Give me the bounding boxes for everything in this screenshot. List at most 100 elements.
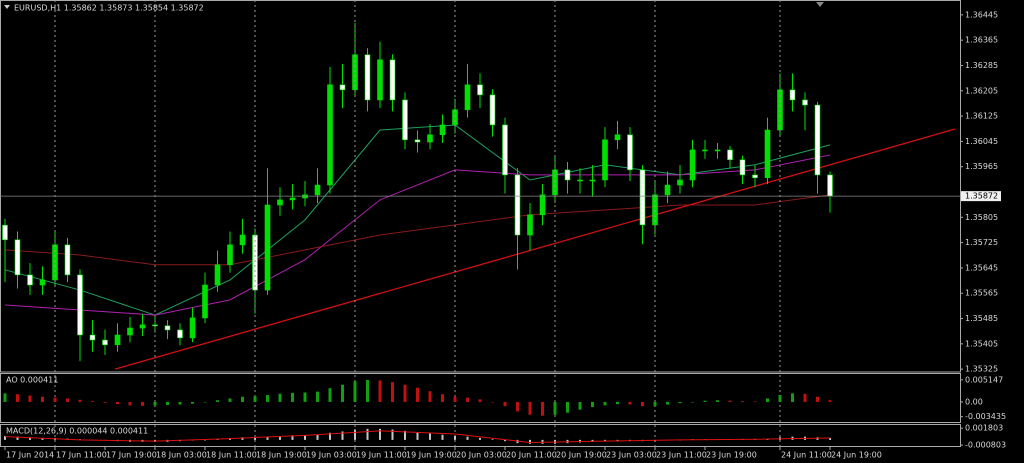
candle-body xyxy=(389,59,396,101)
y-tick-label: 1.35805 xyxy=(965,213,998,222)
x-tick-label: 18 Jun 19:00 xyxy=(256,451,307,460)
ao-bar xyxy=(553,401,557,415)
candle-body xyxy=(752,174,758,179)
ao-bar xyxy=(378,380,382,402)
y-tick-label: 0.001803 xyxy=(965,424,1003,433)
ao-panel-frame xyxy=(0,373,961,423)
ao-bar xyxy=(341,384,344,402)
candle-body xyxy=(52,244,58,281)
macd-bar xyxy=(204,439,206,441)
ao-bar xyxy=(141,401,144,406)
y-tick-label: 1.35405 xyxy=(965,339,998,348)
macd-panel-frame xyxy=(0,424,961,447)
ao-bar xyxy=(403,384,407,402)
ao-bar xyxy=(303,392,307,402)
ao-bar xyxy=(266,395,269,402)
ao-bar xyxy=(491,401,494,403)
candle-body xyxy=(552,169,558,196)
ao-bar xyxy=(366,380,369,402)
x-tick-label: 17 Jun 11:00 xyxy=(56,451,107,460)
ao-bar xyxy=(503,401,507,407)
ao-bar xyxy=(116,401,119,405)
candle-body xyxy=(214,264,221,286)
candle-body xyxy=(577,179,583,182)
candle-body xyxy=(89,334,96,341)
y-tick-label: 1.36125 xyxy=(965,112,998,121)
candle-body xyxy=(402,99,408,141)
ao-bar xyxy=(91,401,94,402)
candle-body xyxy=(627,134,633,171)
macd-bar xyxy=(329,432,331,440)
ao-bar xyxy=(178,401,182,405)
x-tick-label: 19 Jun 19:00 xyxy=(406,451,457,460)
macd-bar xyxy=(316,434,319,440)
ao-bar xyxy=(578,401,582,410)
ao-bar xyxy=(316,391,319,402)
macd-bar xyxy=(616,439,619,441)
macd-bar xyxy=(354,429,356,440)
ao-bar xyxy=(528,401,532,415)
candle-body xyxy=(602,139,608,181)
y-tick-label: 1.35645 xyxy=(965,263,998,272)
symbol-menu-icon[interactable] xyxy=(4,5,10,9)
candle-body xyxy=(189,317,196,339)
x-tick-label: 24 Jun 11:00 xyxy=(781,451,832,460)
ao-bar xyxy=(78,399,82,402)
macd-bar xyxy=(279,436,281,440)
ao-bar xyxy=(241,396,244,402)
y-tick-label: 1.36445 xyxy=(965,10,998,19)
ao-bar xyxy=(3,393,7,402)
ao-bar xyxy=(216,400,219,402)
ao-bar xyxy=(803,393,807,402)
candle-body xyxy=(339,84,346,91)
macd-bar xyxy=(429,433,431,440)
candle-body xyxy=(589,179,596,182)
shift-marker[interactable] xyxy=(816,2,824,7)
candle-body xyxy=(327,84,333,186)
ao-bar xyxy=(391,382,394,402)
x-tick-label: 20 Jun 03:00 xyxy=(456,451,507,460)
macd-bar xyxy=(41,437,44,440)
macd-bar xyxy=(504,439,506,442)
ao-bar xyxy=(203,401,207,403)
candle-body xyxy=(39,279,46,286)
candle-body xyxy=(727,149,733,161)
candle-body xyxy=(564,169,571,181)
ao-bar xyxy=(678,401,682,404)
candle-body xyxy=(127,327,133,336)
x-tick-label: 20 Jun 11:00 xyxy=(506,451,557,460)
ao-bar xyxy=(778,395,782,402)
x-tick-label: 17 Jun 2014 xyxy=(6,451,54,460)
x-tick-label: 24 Jun 19:00 xyxy=(831,451,882,460)
x-tick-label: 20 Jun 19:00 xyxy=(556,451,607,460)
macd-bar xyxy=(16,436,19,440)
ao-bar xyxy=(728,400,732,402)
ao-bar xyxy=(828,400,832,402)
candle-body xyxy=(289,197,296,201)
candle-body xyxy=(114,334,121,346)
candle-body xyxy=(689,149,696,181)
macd-bar xyxy=(479,437,481,440)
candle-body xyxy=(139,324,146,329)
candle-body xyxy=(477,84,483,96)
candle-body xyxy=(164,325,171,331)
y-tick-label: 1.36045 xyxy=(965,137,998,146)
macd-bar xyxy=(241,437,244,440)
ao-bar xyxy=(591,401,594,408)
macd-bar xyxy=(366,428,369,440)
candle-body xyxy=(664,184,671,196)
macd-bar xyxy=(404,430,406,440)
macd-bar xyxy=(604,439,606,442)
candle-body xyxy=(614,134,621,141)
ao-bar xyxy=(516,401,519,412)
candle-body xyxy=(264,204,271,291)
ao-bar xyxy=(166,401,169,405)
ao-bar xyxy=(603,401,607,406)
y-tick-label: 1.35965 xyxy=(965,162,998,171)
x-tick-label: 23 Jun 03:00 xyxy=(606,451,657,460)
ao-bar xyxy=(353,381,357,402)
ao-bar xyxy=(753,401,757,403)
candle-body xyxy=(227,244,233,266)
y-tick-label: 0.005147 xyxy=(965,375,1003,384)
